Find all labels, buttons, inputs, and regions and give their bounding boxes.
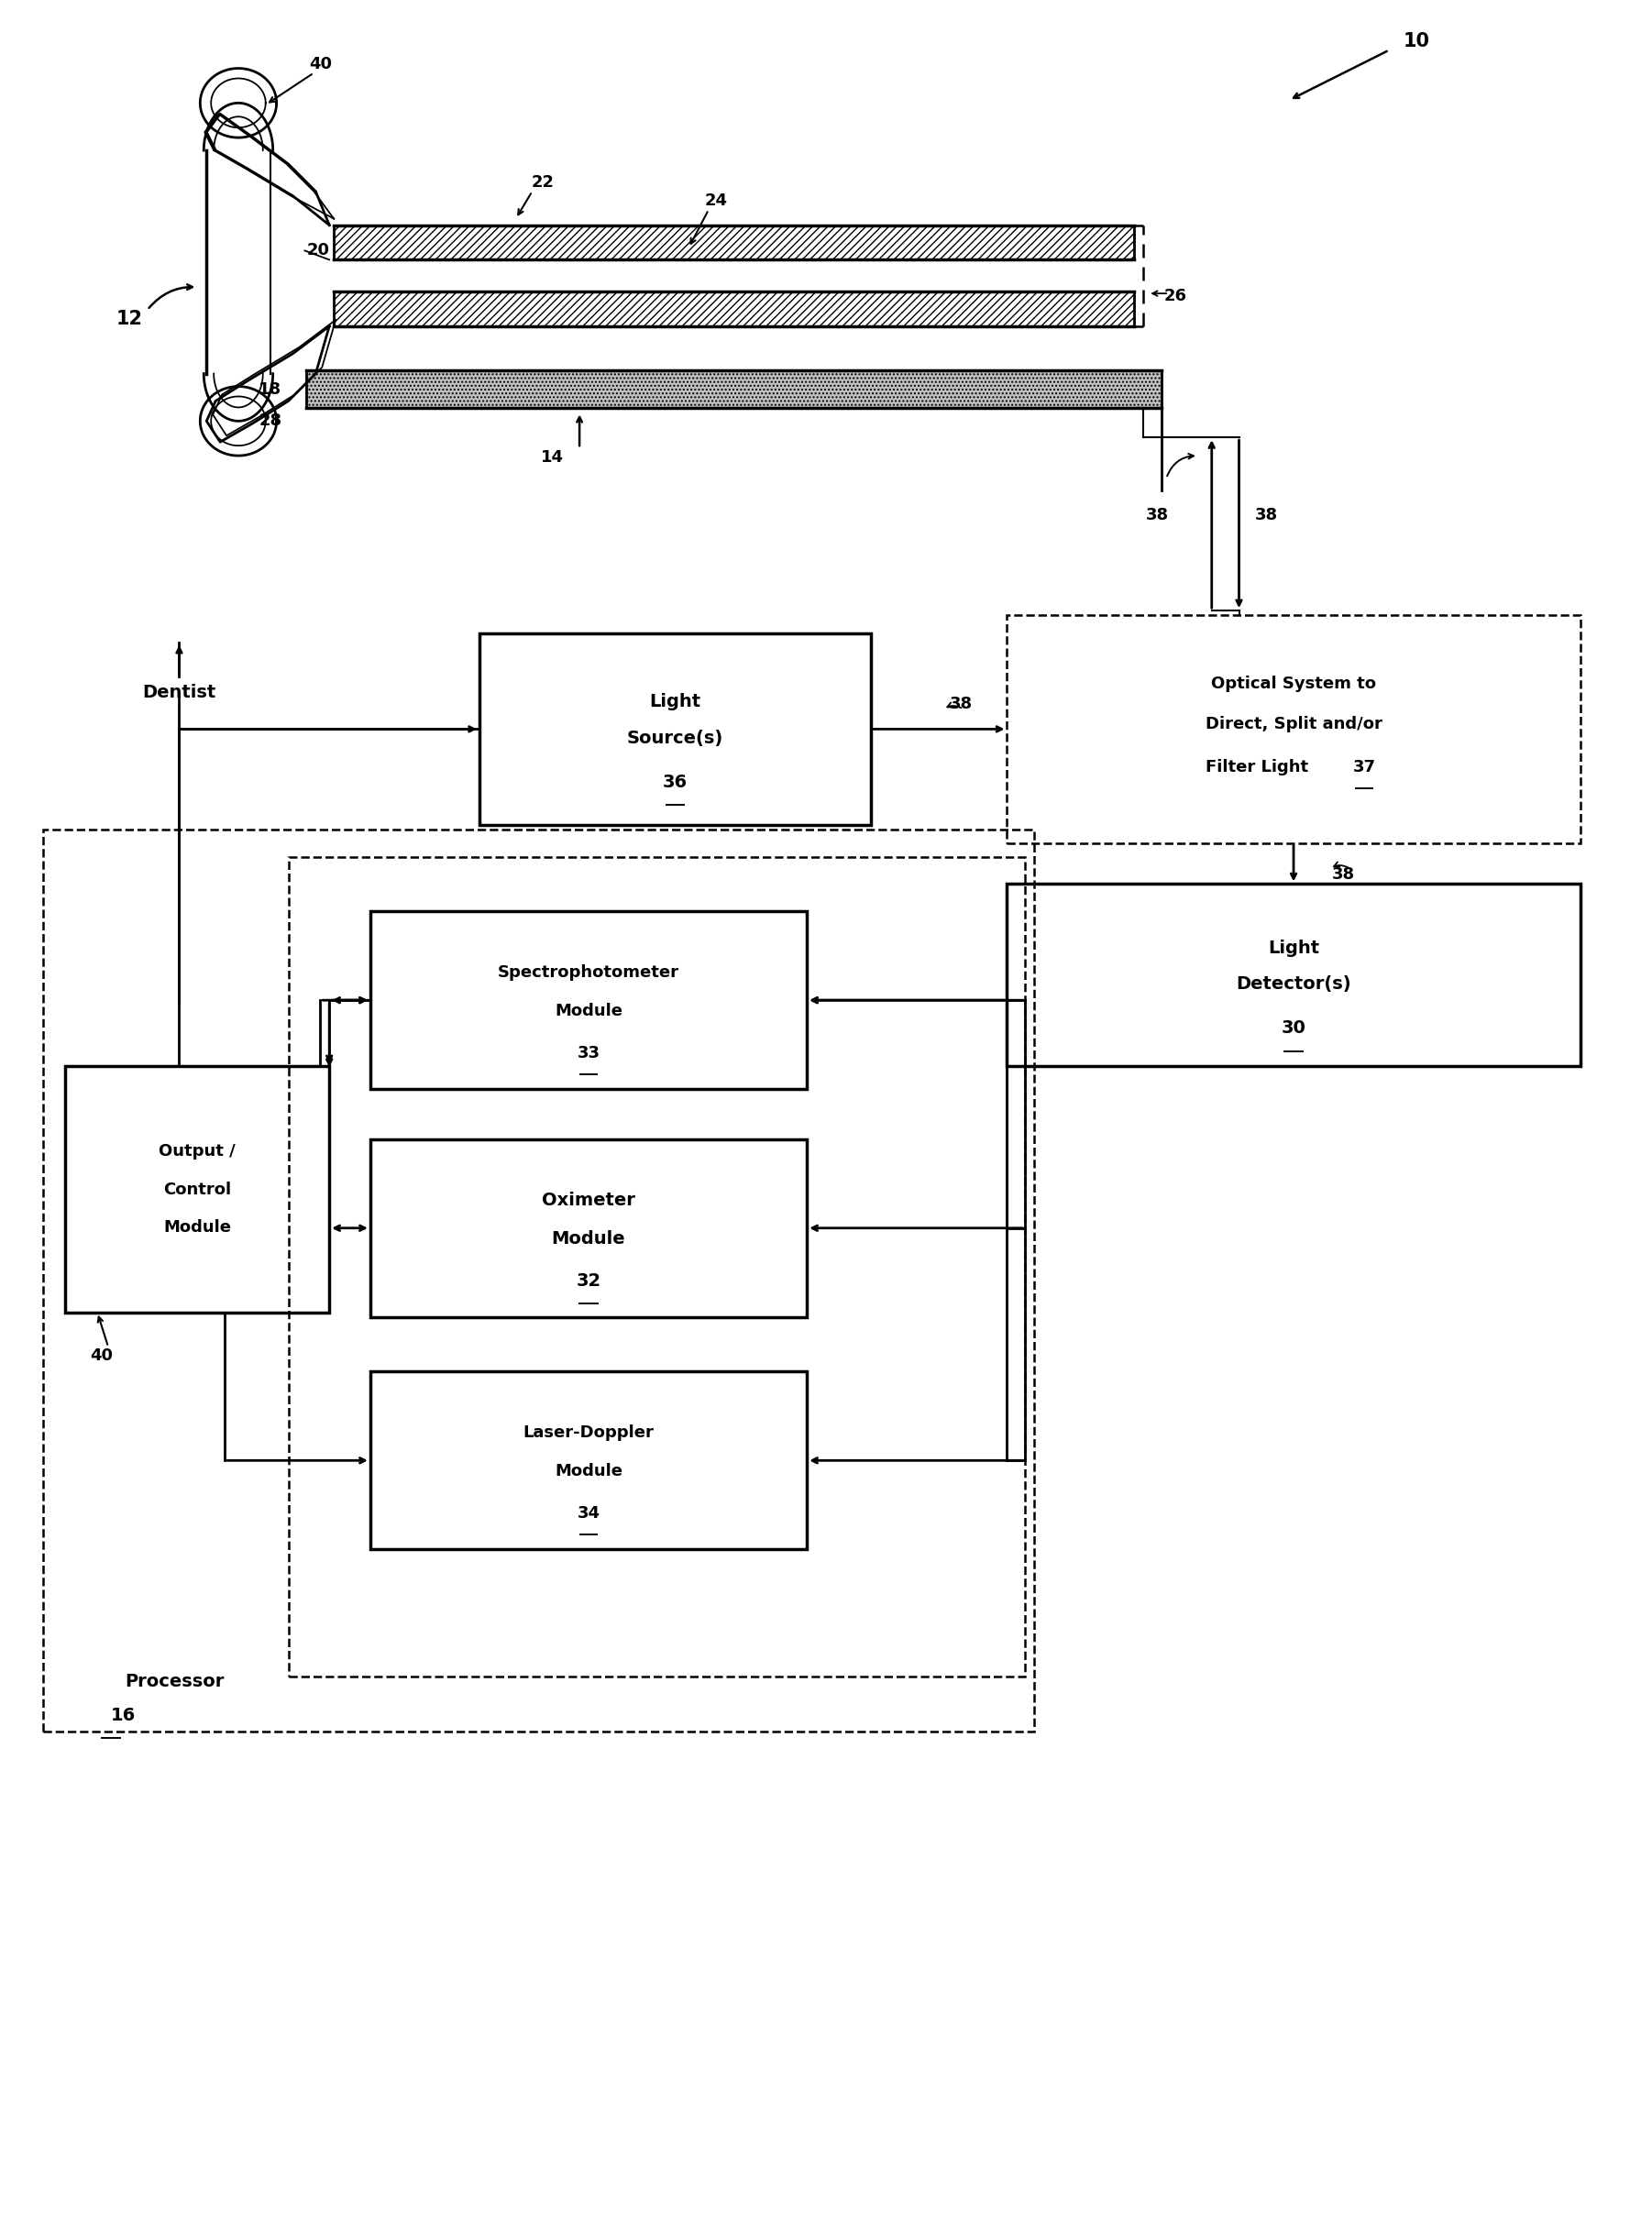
Bar [370,911,806,1088]
Text: 18: 18 [259,380,282,398]
Text: 37: 37 [1353,760,1376,775]
Text: 28: 28 [259,413,282,429]
Bar [307,371,1161,409]
Bar [307,371,1161,409]
Text: 16: 16 [111,1706,135,1723]
Text: 38: 38 [1332,866,1355,884]
Text: Module: Module [164,1219,231,1235]
Text: Light: Light [1267,939,1320,957]
Bar [1008,615,1579,844]
Bar [66,1066,329,1313]
Text: 22: 22 [532,173,555,191]
Text: 12: 12 [116,309,142,329]
Text: 26: 26 [1165,289,1186,304]
Text: 14: 14 [540,449,563,466]
Text: Source(s): Source(s) [626,728,724,746]
Text: Optical System to: Optical System to [1211,675,1376,691]
Text: Dentist: Dentist [142,684,216,702]
Bar [334,291,1135,326]
Text: Spectrophotometer: Spectrophotometer [497,964,679,982]
Text: Module: Module [555,1464,623,1479]
Text: Filter Light: Filter Light [1206,760,1308,775]
Text: 10: 10 [1403,31,1429,51]
Text: 38: 38 [950,695,973,711]
Text: Detector(s): Detector(s) [1236,975,1351,993]
Bar [334,224,1135,260]
Text: Oximeter: Oximeter [542,1193,636,1210]
Text: Module: Module [552,1230,626,1248]
Bar [370,1373,806,1550]
Bar [334,224,1135,260]
Bar [479,633,871,824]
Bar [43,828,1034,1732]
Text: Direct, Split and/or: Direct, Split and/or [1206,717,1383,733]
Text: 40: 40 [91,1348,114,1364]
Text: 38: 38 [1256,506,1277,524]
Bar [334,291,1135,326]
Text: Output /: Output / [159,1144,236,1159]
Text: 33: 33 [577,1044,600,1062]
Bar [289,857,1026,1677]
Text: 24: 24 [704,193,727,209]
Text: 30: 30 [1282,1019,1305,1037]
Text: 40: 40 [309,56,332,71]
Text: Light: Light [649,693,700,711]
Text: 20: 20 [307,242,329,260]
Text: 38: 38 [1145,506,1168,524]
Text: Processor: Processor [124,1672,225,1690]
Text: Control: Control [164,1182,231,1197]
Bar [370,1139,806,1317]
Text: Module: Module [555,1004,623,1019]
Text: 34: 34 [577,1506,600,1521]
Bar [1008,884,1579,1066]
Text: 32: 32 [577,1273,601,1290]
Text: 36: 36 [662,773,687,791]
Text: Laser-Doppler: Laser-Doppler [524,1426,654,1441]
